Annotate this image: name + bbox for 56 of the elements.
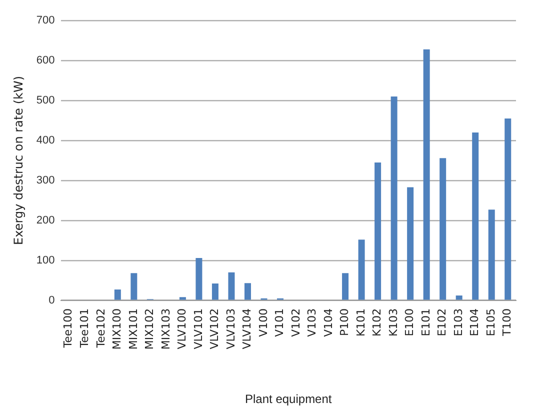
y-axis-title: Exergy destruc on rate (kW)	[11, 76, 26, 245]
bar	[342, 273, 349, 300]
x-tick-label: E105	[484, 308, 498, 336]
x-tick-label: VLV104	[240, 308, 254, 350]
bar	[472, 132, 479, 300]
y-tick-label: 700	[36, 14, 55, 27]
y-tick-label: 100	[36, 254, 55, 266]
x-tick-label: K103	[386, 308, 400, 337]
bar	[358, 240, 365, 300]
x-tick-label: K102	[370, 308, 384, 337]
x-tick-label: VLV103	[224, 308, 238, 350]
bar	[130, 273, 138, 300]
y-tick-label: 400	[36, 134, 55, 147]
y-tick-label: 600	[36, 54, 55, 67]
x-tick-label: Tee101	[78, 308, 91, 349]
bar	[179, 297, 186, 300]
x-tick-label: MIX103	[159, 308, 172, 350]
bar	[196, 258, 202, 300]
x-tick-label: K101	[354, 308, 368, 337]
bar	[114, 290, 121, 300]
y-tick-label: 0	[48, 294, 55, 306]
x-tick-label: E104	[468, 308, 482, 336]
bar	[456, 296, 462, 300]
x-tick-label: V103	[306, 308, 319, 337]
bar	[228, 272, 235, 300]
bar	[390, 96, 398, 300]
bar	[440, 158, 446, 300]
bar	[212, 284, 218, 300]
x-tick-label: V102	[289, 308, 302, 337]
x-tick-label: MIX100	[110, 308, 124, 350]
x-tick-label: Tee102	[94, 308, 108, 349]
x-tick-label: T100	[500, 308, 514, 338]
x-tick-label: Tee100	[62, 308, 75, 349]
x-tick-label: V101	[273, 308, 286, 337]
y-tick-label: 200	[36, 214, 55, 226]
bar	[407, 187, 414, 300]
x-tick-label: VLV100	[176, 308, 189, 350]
y-tick-label: 500	[36, 94, 55, 107]
bar	[488, 210, 495, 300]
bar	[374, 162, 382, 300]
bar	[244, 283, 251, 300]
x-tick-label: VLV102	[208, 308, 222, 350]
x-tick-label: E101	[419, 308, 432, 336]
x-tick-label: MIX101	[126, 308, 140, 350]
bar	[504, 118, 512, 300]
x-tick-label: E100	[403, 308, 416, 336]
x-tick-label: V104	[322, 308, 335, 337]
x-tick-label: E102	[436, 308, 449, 336]
x-tick-label: E103	[452, 308, 465, 336]
bar	[423, 49, 430, 300]
x-axis-title: Plant equipment	[245, 392, 332, 406]
x-tick-label: V100	[256, 308, 270, 337]
y-tick-label: 300	[36, 174, 55, 186]
x-tick-label: P100	[338, 308, 352, 336]
x-tick-label: VLV101	[192, 308, 205, 350]
x-tick-label: MIX102	[143, 308, 156, 350]
